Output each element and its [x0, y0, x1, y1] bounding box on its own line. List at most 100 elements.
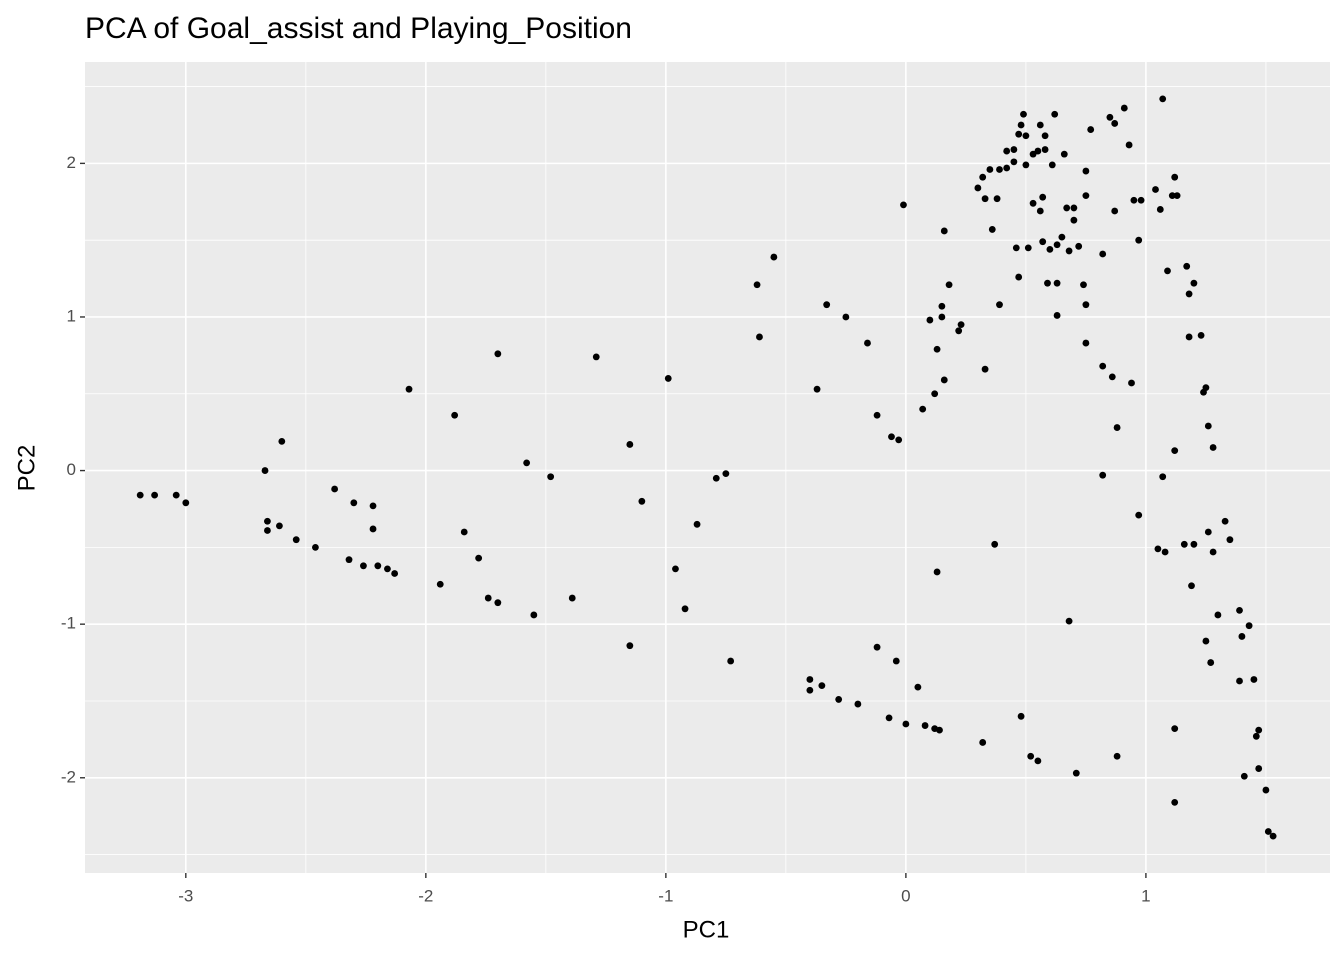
point: [1173, 192, 1181, 200]
point: [873, 643, 881, 651]
point: [1058, 233, 1066, 241]
point: [1209, 548, 1217, 556]
point: [350, 499, 358, 507]
point: [1046, 245, 1054, 253]
y-tick-label: -2: [61, 767, 76, 786]
point: [945, 281, 953, 289]
point: [1053, 312, 1061, 319]
point: [1010, 158, 1018, 166]
point: [1180, 540, 1188, 548]
point: [1015, 273, 1023, 281]
point: [1252, 732, 1260, 740]
point: [1041, 146, 1049, 153]
point: [933, 568, 941, 576]
point: [1070, 204, 1078, 212]
point: [902, 720, 910, 728]
point: [823, 301, 831, 309]
point: [369, 502, 377, 510]
point: [1209, 444, 1217, 451]
point: [1125, 141, 1133, 149]
point: [1137, 196, 1145, 204]
point: [854, 700, 862, 708]
point: [842, 313, 850, 321]
point: [940, 376, 948, 384]
point: [1087, 126, 1095, 133]
point: [1226, 536, 1234, 544]
point: [369, 525, 377, 533]
point: [1082, 301, 1090, 309]
point: [892, 657, 900, 665]
point: [1111, 207, 1119, 215]
point: [712, 474, 720, 482]
point: [1070, 216, 1078, 224]
point: [1075, 242, 1083, 250]
point: [1113, 752, 1121, 760]
point: [1135, 236, 1143, 244]
point: [1034, 147, 1042, 155]
point: [261, 467, 269, 474]
point: [592, 353, 600, 361]
point: [1082, 192, 1090, 200]
point: [672, 565, 679, 573]
point: [436, 580, 444, 588]
point: [1034, 757, 1042, 765]
point: [996, 301, 1003, 309]
point: [722, 470, 730, 478]
point: [405, 385, 413, 393]
point: [1065, 617, 1073, 625]
point: [979, 739, 987, 746]
point: [391, 570, 399, 577]
point: [756, 333, 763, 341]
point: [276, 522, 283, 530]
point: [986, 166, 994, 173]
point: [1156, 206, 1164, 213]
point: [1111, 120, 1119, 127]
point: [1099, 250, 1107, 258]
point: [1204, 528, 1212, 536]
point: [926, 316, 934, 324]
point: [151, 491, 159, 499]
point: [523, 459, 531, 467]
point: [1065, 247, 1073, 255]
point: [931, 390, 939, 398]
point: [484, 594, 492, 602]
point: [1240, 772, 1248, 780]
point: [1063, 204, 1071, 212]
point: [1236, 606, 1243, 614]
point: [1154, 545, 1162, 553]
point: [1024, 244, 1032, 252]
y-axis-label: PC2: [13, 445, 40, 492]
point: [1269, 832, 1277, 840]
point: [1221, 517, 1229, 525]
x-tick-label: -2: [418, 886, 433, 905]
point: [1029, 199, 1037, 207]
point: [991, 540, 999, 548]
point: [919, 405, 927, 413]
point: [1207, 659, 1215, 666]
point: [914, 683, 922, 691]
point: [1135, 511, 1143, 519]
point: [1171, 798, 1179, 806]
point: [1128, 379, 1135, 387]
point: [1082, 339, 1090, 347]
point: [1036, 121, 1044, 129]
point: [530, 611, 538, 619]
point: [1202, 637, 1210, 645]
point: [182, 499, 190, 507]
point: [1020, 110, 1027, 118]
point: [888, 433, 895, 441]
point: [1039, 238, 1047, 246]
point: [1048, 161, 1056, 169]
point: [727, 657, 735, 665]
point: [1262, 786, 1270, 794]
point: [1053, 241, 1061, 249]
point: [1185, 333, 1193, 341]
point: [938, 302, 946, 310]
point: [933, 345, 941, 353]
point: [813, 385, 821, 393]
point: [1099, 471, 1107, 479]
x-tick-label: 0: [901, 886, 910, 905]
point: [1238, 633, 1246, 640]
point: [753, 281, 761, 289]
point: [292, 536, 300, 544]
